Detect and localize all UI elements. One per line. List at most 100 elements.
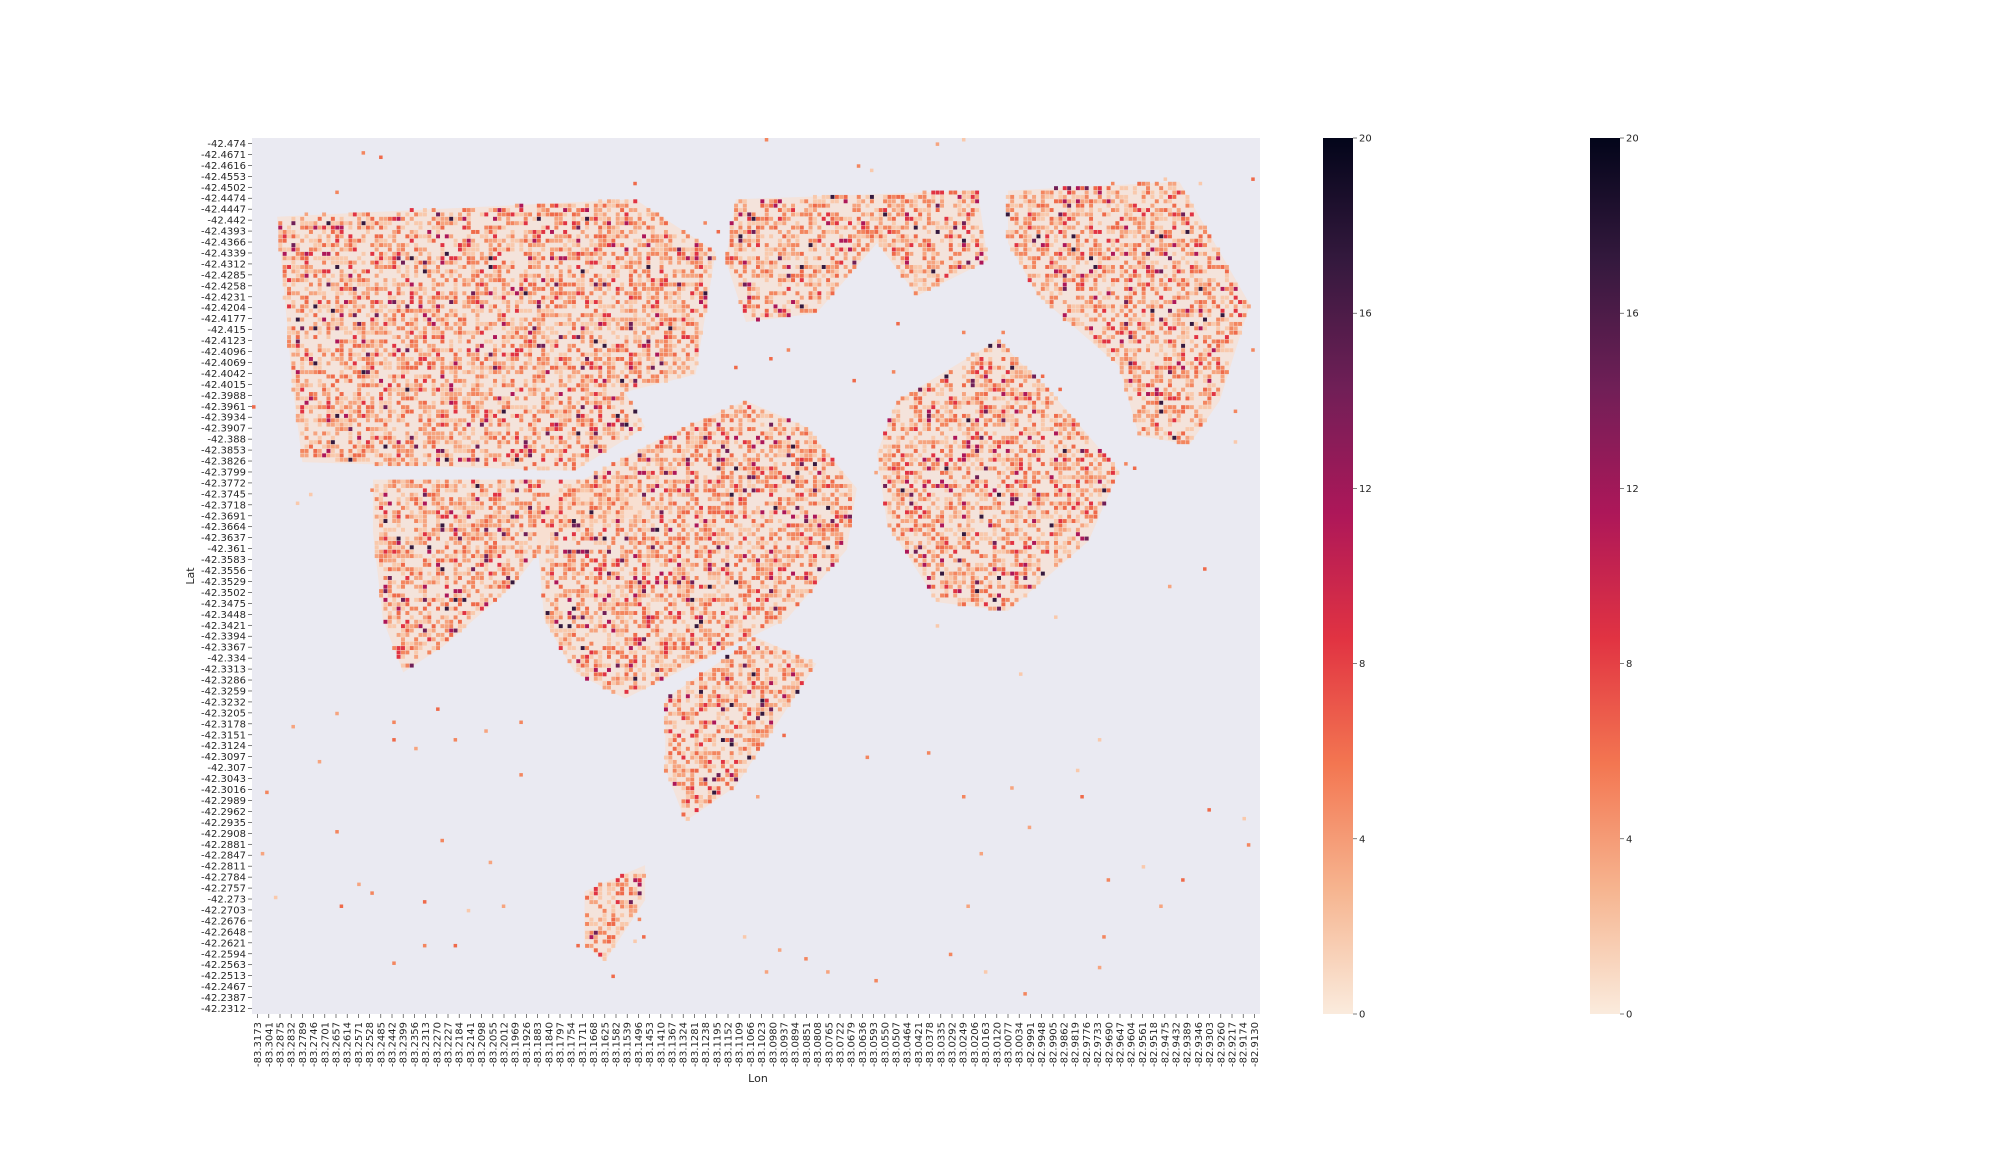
heatmap-cell	[593, 282, 598, 287]
heatmap-cell	[1185, 326, 1190, 331]
heatmap-cell	[563, 247, 568, 252]
heatmap-cell	[1150, 265, 1155, 269]
heatmap-cell	[383, 365, 388, 370]
heatmap-cell	[926, 405, 931, 410]
heatmap-cell	[352, 308, 357, 313]
heatmap-cell	[1229, 326, 1234, 331]
heatmap-cell	[580, 313, 585, 318]
heatmap-cell	[545, 212, 550, 217]
heatmap-cell	[1089, 247, 1094, 252]
heatmap-cell	[1010, 418, 1015, 423]
heatmap-cell	[957, 203, 962, 208]
heatmap-cell	[440, 383, 445, 388]
heatmap-cell	[997, 339, 1001, 344]
heatmap-cell	[756, 317, 760, 322]
heatmap-cell	[677, 286, 682, 291]
heatmap-cell	[282, 265, 287, 269]
heatmap-cell	[1167, 365, 1172, 370]
heatmap-cell	[361, 282, 366, 287]
heatmap-cell	[361, 234, 366, 239]
heatmap-cell	[598, 365, 603, 370]
heatmap-cell	[1027, 278, 1032, 283]
heatmap-cell	[357, 256, 362, 261]
heatmap-cell	[1150, 300, 1155, 304]
heatmap-cell	[782, 234, 787, 239]
heatmap-cell	[791, 234, 795, 239]
heatmap-cell	[1115, 330, 1120, 335]
heatmap-cell	[1005, 435, 1010, 440]
heatmap-cell	[1198, 265, 1203, 269]
heatmap-cell	[935, 392, 940, 396]
heatmap-cell	[335, 229, 340, 234]
heatmap-cell	[953, 413, 958, 418]
heatmap-cell	[317, 225, 322, 230]
heatmap-cell	[291, 265, 296, 269]
heatmap-cell	[606, 273, 611, 278]
heatmap-cell	[453, 313, 458, 318]
heatmap-cell	[1163, 396, 1168, 401]
heatmap-cell	[392, 348, 397, 353]
heatmap-cell	[1146, 330, 1150, 335]
heatmap-cell	[1093, 265, 1098, 269]
heatmap-cell	[536, 431, 541, 436]
heatmap-cell	[304, 418, 309, 423]
heatmap-cell	[663, 273, 668, 278]
heatmap-cell	[436, 308, 441, 313]
heatmap-cell	[655, 321, 660, 326]
heatmap-cell	[471, 251, 476, 256]
heatmap-cell	[795, 221, 800, 226]
heatmap-cell	[567, 265, 572, 269]
heatmap-cell	[392, 335, 397, 340]
heatmap-cell	[1036, 378, 1041, 383]
heatmap-cell	[606, 286, 611, 291]
heatmap-cell	[295, 413, 300, 418]
heatmap-cell	[729, 256, 734, 261]
heatmap-cell	[571, 212, 576, 217]
heatmap-cell	[931, 251, 936, 256]
heatmap-cell	[396, 413, 401, 418]
heatmap-cell	[405, 405, 410, 410]
heatmap-cell	[506, 221, 511, 226]
heatmap-cell	[1154, 427, 1159, 432]
heatmap-cell	[970, 194, 975, 199]
heatmap-cell	[931, 260, 936, 265]
heatmap-cell	[1185, 374, 1190, 379]
heatmap-cell	[734, 212, 739, 217]
heatmap-cell	[830, 199, 835, 204]
heatmap-cell	[1154, 247, 1159, 252]
heatmap-cell	[479, 300, 484, 304]
heatmap-cell	[1224, 304, 1229, 309]
heatmap-cell	[1137, 317, 1142, 322]
heatmap-cell	[628, 317, 633, 322]
heatmap-cell	[663, 321, 668, 326]
heatmap-cell	[707, 273, 712, 278]
heatmap-cell	[628, 273, 633, 278]
heatmap-cell	[874, 229, 879, 234]
heatmap-cell	[861, 247, 866, 252]
heatmap-cell	[532, 251, 537, 256]
heatmap-cell	[878, 208, 883, 213]
heatmap-cell	[1163, 392, 1168, 396]
heatmap-cell	[751, 229, 756, 234]
heatmap-cell	[883, 225, 888, 230]
heatmap-cell	[628, 427, 633, 432]
heatmap-cell	[620, 343, 625, 348]
heatmap-cell	[348, 265, 353, 269]
heatmap-cell	[598, 405, 603, 410]
heatmap-cell	[663, 234, 668, 239]
heatmap-cell	[405, 435, 410, 440]
heatmap-cell	[370, 352, 375, 357]
heatmap-cell	[563, 221, 568, 226]
heatmap-cell	[571, 291, 576, 296]
heatmap-cell	[528, 343, 533, 348]
heatmap-cell	[536, 256, 541, 261]
heatmap-cell	[414, 212, 419, 217]
heatmap-cell	[716, 427, 721, 432]
heatmap-cell	[313, 405, 318, 410]
heatmap-cell	[918, 409, 923, 414]
heatmap-cell	[1106, 335, 1111, 340]
heatmap-cell	[1097, 265, 1102, 269]
heatmap-cell	[1154, 413, 1159, 418]
heatmap-cell	[1097, 256, 1102, 261]
heatmap-cell	[922, 387, 927, 392]
